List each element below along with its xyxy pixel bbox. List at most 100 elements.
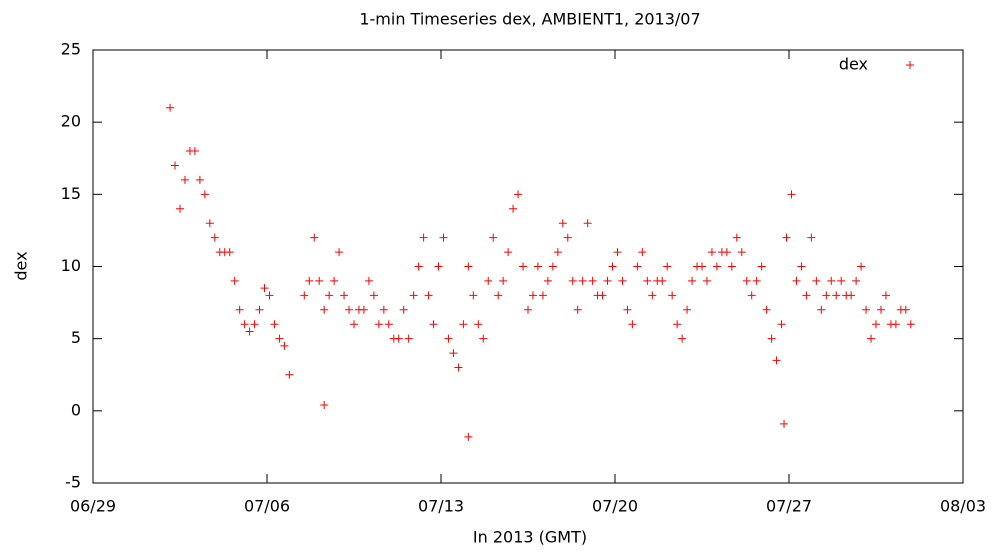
data-point: [255, 305, 264, 314]
data-point: [633, 262, 642, 271]
data-point: [409, 291, 418, 300]
data-point: [837, 276, 846, 285]
data-point: [369, 291, 378, 300]
data-point: [454, 363, 463, 372]
data-point: [643, 276, 652, 285]
data-point: [727, 262, 736, 271]
data-point: [474, 320, 483, 329]
data-point: [414, 262, 423, 271]
data-point: [797, 262, 806, 271]
data-point: [200, 190, 209, 199]
data-point: [384, 320, 393, 329]
data-point: [359, 305, 368, 314]
data-point: [603, 276, 612, 285]
data-point: [171, 161, 180, 170]
data-point: [340, 291, 349, 300]
data-point: [852, 276, 861, 285]
data-point: [245, 327, 254, 336]
data-point: [399, 305, 408, 314]
data-point: [772, 356, 781, 365]
data-point: [285, 370, 294, 379]
data-point: [275, 334, 284, 343]
data-point: [479, 334, 488, 343]
data-point: [190, 147, 199, 156]
data-point: [484, 276, 493, 285]
data-point: [792, 276, 801, 285]
data-point: [374, 320, 383, 329]
data-point: [573, 305, 582, 314]
y-tick-label: 5: [71, 328, 81, 347]
data-point: [762, 305, 771, 314]
y-tick-label: 20: [61, 112, 81, 131]
data-point: [350, 320, 358, 329]
data-point: [787, 190, 796, 199]
data-point: [166, 103, 175, 112]
data-point: [780, 419, 789, 428]
data-point: [668, 291, 677, 300]
data-point: [394, 334, 403, 343]
data-point: [812, 276, 821, 285]
data-point: [533, 262, 542, 271]
data-point: [663, 262, 672, 271]
data-point: [767, 334, 776, 343]
data-point: [568, 276, 577, 285]
data-point: [499, 276, 508, 285]
data-point: [524, 305, 532, 314]
x-tick-label: 06/29: [70, 497, 116, 516]
data-point: [444, 334, 453, 343]
data-point: [270, 320, 279, 329]
data-point: [464, 262, 473, 271]
data-point: [588, 276, 597, 285]
data-point: [514, 190, 523, 199]
data-point: [240, 320, 249, 329]
data-point: [673, 320, 682, 329]
data-point: [176, 204, 184, 213]
data-point: [598, 291, 607, 300]
data-point: [857, 262, 866, 271]
data-point: [305, 276, 314, 285]
y-tick-label: -5: [65, 473, 81, 492]
data-point: [335, 248, 344, 257]
data-point: [623, 305, 632, 314]
data-point: [548, 262, 557, 271]
data-point: [707, 248, 716, 257]
data-point: [807, 233, 816, 242]
data-point: [817, 305, 826, 314]
y-axis-label: dex: [12, 251, 31, 280]
data-point: [404, 334, 413, 343]
data-point: [494, 291, 503, 300]
data-point: [553, 248, 562, 257]
data-point: [698, 262, 706, 271]
data-point: [678, 334, 687, 343]
data-point: [712, 262, 721, 271]
data-point: [419, 233, 428, 242]
data-point: [822, 291, 831, 300]
data-point: [832, 291, 841, 300]
data-point: [628, 320, 637, 329]
data-point: [608, 262, 617, 271]
data-point: [528, 291, 537, 300]
data-point: [558, 219, 567, 228]
data-point: [364, 276, 373, 285]
data-point: [519, 262, 528, 271]
data-point: [225, 248, 234, 257]
data-point: [648, 291, 657, 300]
data-point: [802, 291, 811, 300]
data-point: [683, 305, 692, 314]
x-tick-label: 07/13: [418, 497, 464, 516]
data-point: [280, 341, 289, 350]
data-point: [538, 291, 547, 300]
data-point: [345, 305, 354, 314]
data-point: [300, 291, 309, 300]
data-point: [891, 320, 900, 329]
data-point: [424, 291, 433, 300]
data-point: [265, 291, 274, 300]
data-point: [379, 305, 388, 314]
data-point: [618, 276, 627, 285]
data-point: [489, 233, 498, 242]
y-tick-label: 25: [61, 40, 81, 59]
data-point: [881, 291, 890, 300]
data-point: [195, 175, 204, 184]
x-tick-label: 07/20: [592, 497, 638, 516]
